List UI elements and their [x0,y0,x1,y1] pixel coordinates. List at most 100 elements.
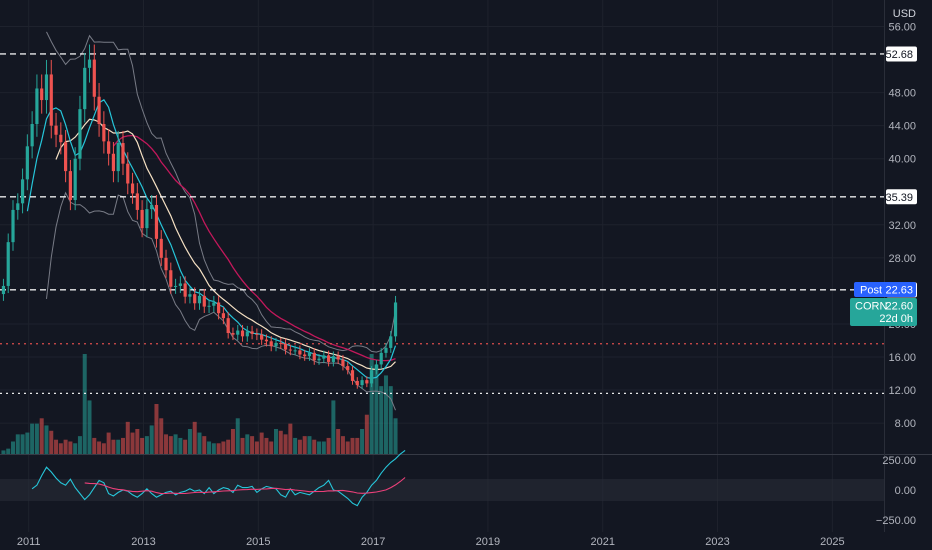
candle-body [360,380,364,386]
volume-bar [221,441,226,454]
candle-body [331,356,335,362]
moving-average-slow [112,134,396,362]
candlesticks[interactable] [1,44,398,389]
volume-bars [1,354,398,454]
candle-body [25,146,29,180]
volume-bar [293,437,298,454]
volume-bar [254,441,259,454]
candle-body [326,355,331,362]
candle-body [355,380,359,386]
volume-bar [168,436,173,454]
candle-body [350,370,355,381]
volume-bar [235,418,240,454]
candle-body [59,134,63,143]
volume-bar [269,441,274,454]
candle-body [341,359,345,367]
volume-bar [211,443,216,454]
candle-body [288,349,292,351]
volume-bar [321,441,326,454]
volume-bar [369,354,374,454]
volume-bar [317,441,322,454]
candle-body [116,143,120,172]
volume-bar [230,429,235,454]
volume-bar [63,439,68,454]
candle-body [30,124,34,147]
candle-body [11,209,15,243]
price-tick-label: 12.00 [888,385,916,397]
candle-body [169,270,173,287]
line-price-tag [886,189,917,205]
volume-bar [1,450,6,454]
candle-body [83,67,87,110]
indicator-tick-label: 0.00 [895,485,916,497]
candle-body [154,204,159,239]
candle-body [217,302,221,314]
volume-bar [97,441,102,454]
date-tick-label: 2019 [476,536,500,548]
volume-bar [192,421,197,454]
candle-body [274,342,278,347]
volume-bar [15,434,20,454]
currency-label: USD [893,8,916,20]
candle-body [97,96,101,125]
candle-body [178,283,182,286]
candle-body [231,333,235,335]
price-tick-label: 40.00 [888,154,916,166]
volume-bar [297,439,302,454]
price-tick-label: 48.00 [888,88,916,100]
candle-body [78,109,82,159]
candle-body [54,125,58,135]
post-value: 22.63 [885,285,913,297]
volume-bar [360,429,365,454]
candle-body [87,59,92,68]
candle-body [240,330,245,337]
candle-body [207,305,211,307]
candle-body [379,352,383,365]
volume-bar [87,400,92,454]
candle-body [374,364,379,371]
volume-bar [25,432,30,454]
date-tick-label: 2017 [361,536,385,548]
candle-body [293,350,297,352]
volume-bar [250,436,255,454]
volume-bar [164,434,169,454]
volume-bar [82,354,87,454]
price-axis[interactable]: USD 56.0048.0044.0040.0032.0028.0020.001… [888,8,916,430]
volume-bar [58,443,63,454]
date-tick-label: 2025 [820,536,844,548]
volume-bar [374,364,379,454]
volume-bar [183,439,188,454]
candle-body [159,238,163,258]
candle-body [193,294,197,304]
volume-bar [154,404,159,454]
volume-bar [187,429,192,454]
candle-body [1,285,6,295]
candle-body [121,143,125,164]
candle-body [145,209,149,229]
candle-body [92,59,96,97]
candle-body [102,124,106,142]
candle-body [173,285,178,287]
indicator-tick-label: −250.00 [876,515,916,527]
candle-body [16,203,20,210]
volume-bar [264,437,269,454]
candle-body [322,355,326,359]
line-price-label: 35.39 [885,192,913,204]
candle-body [212,302,216,306]
volume-bar [350,437,355,454]
volume-bar [20,434,25,454]
candle-body [346,366,350,371]
volume-bar [140,437,145,454]
time-axis[interactable]: 2011 2013 2015 2017 2019 2021 2023 2025 [17,536,845,548]
volume-bar [54,439,59,454]
price-tick-label: 56.00 [888,22,916,34]
volume-bar [207,441,212,454]
volume-bar [355,437,360,454]
date-tick-label: 2015 [246,536,270,548]
volume-bar [116,439,121,454]
candle-body [269,341,273,347]
last-price-value: 22.60 [885,301,913,313]
candle-body [221,313,225,319]
volume-bar [393,418,398,454]
